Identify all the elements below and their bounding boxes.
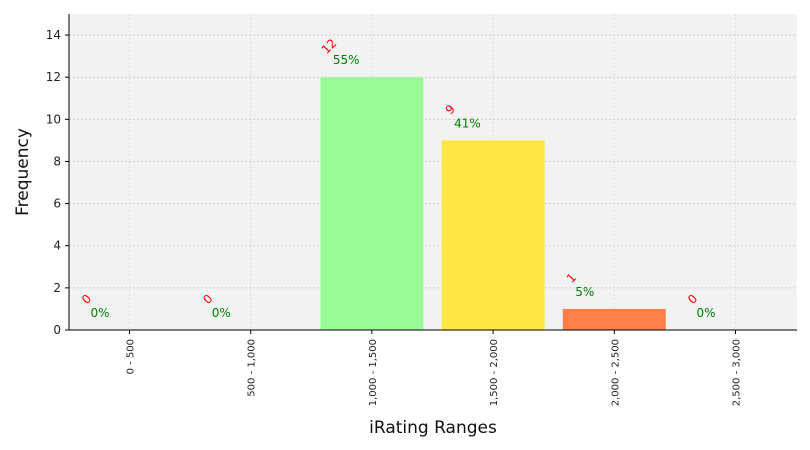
bar: [320, 77, 424, 330]
percent-label: 55%: [333, 53, 360, 67]
x-axis-title: iRating Ranges: [369, 418, 497, 438]
x-tick-label: 0 - 500: [126, 339, 137, 374]
y-tick-label: 12: [46, 70, 61, 84]
y-tick-label: 4: [53, 239, 61, 253]
percent-label: 0%: [91, 306, 110, 320]
percent-label: 41%: [454, 116, 481, 130]
grid-lines: [69, 14, 797, 331]
bars: [320, 77, 666, 330]
bar: [562, 308, 666, 330]
y-axis-title: Frequency: [13, 128, 33, 216]
y-tick-label: 0: [53, 323, 61, 337]
bar: [441, 140, 545, 330]
axes: 0 2 4 6 8 10 12 14 0 - 500 500 - 1,000 1,000 - 1,5…: [46, 14, 797, 406]
plot-background: [69, 14, 797, 330]
x-tick-label: 2,500 - 3,000: [732, 339, 743, 406]
y-tick-label: 8: [53, 154, 61, 168]
x-tick-label: 1,500 - 2,000: [489, 339, 500, 406]
y-tick-label: 2: [53, 281, 61, 295]
y-tick-label: 6: [53, 197, 61, 211]
percent-label: 0%: [212, 306, 231, 320]
x-tick-label: 2,000 - 2,500: [610, 339, 621, 406]
percent-label: 0%: [697, 306, 716, 320]
percent-label: 5%: [575, 285, 594, 299]
x-tick-label: 1,000 - 1,500: [368, 339, 379, 406]
x-tick-label: 500 - 1,000: [247, 339, 258, 397]
y-tick-label: 14: [46, 28, 61, 42]
y-tick-label: 10: [46, 112, 61, 126]
